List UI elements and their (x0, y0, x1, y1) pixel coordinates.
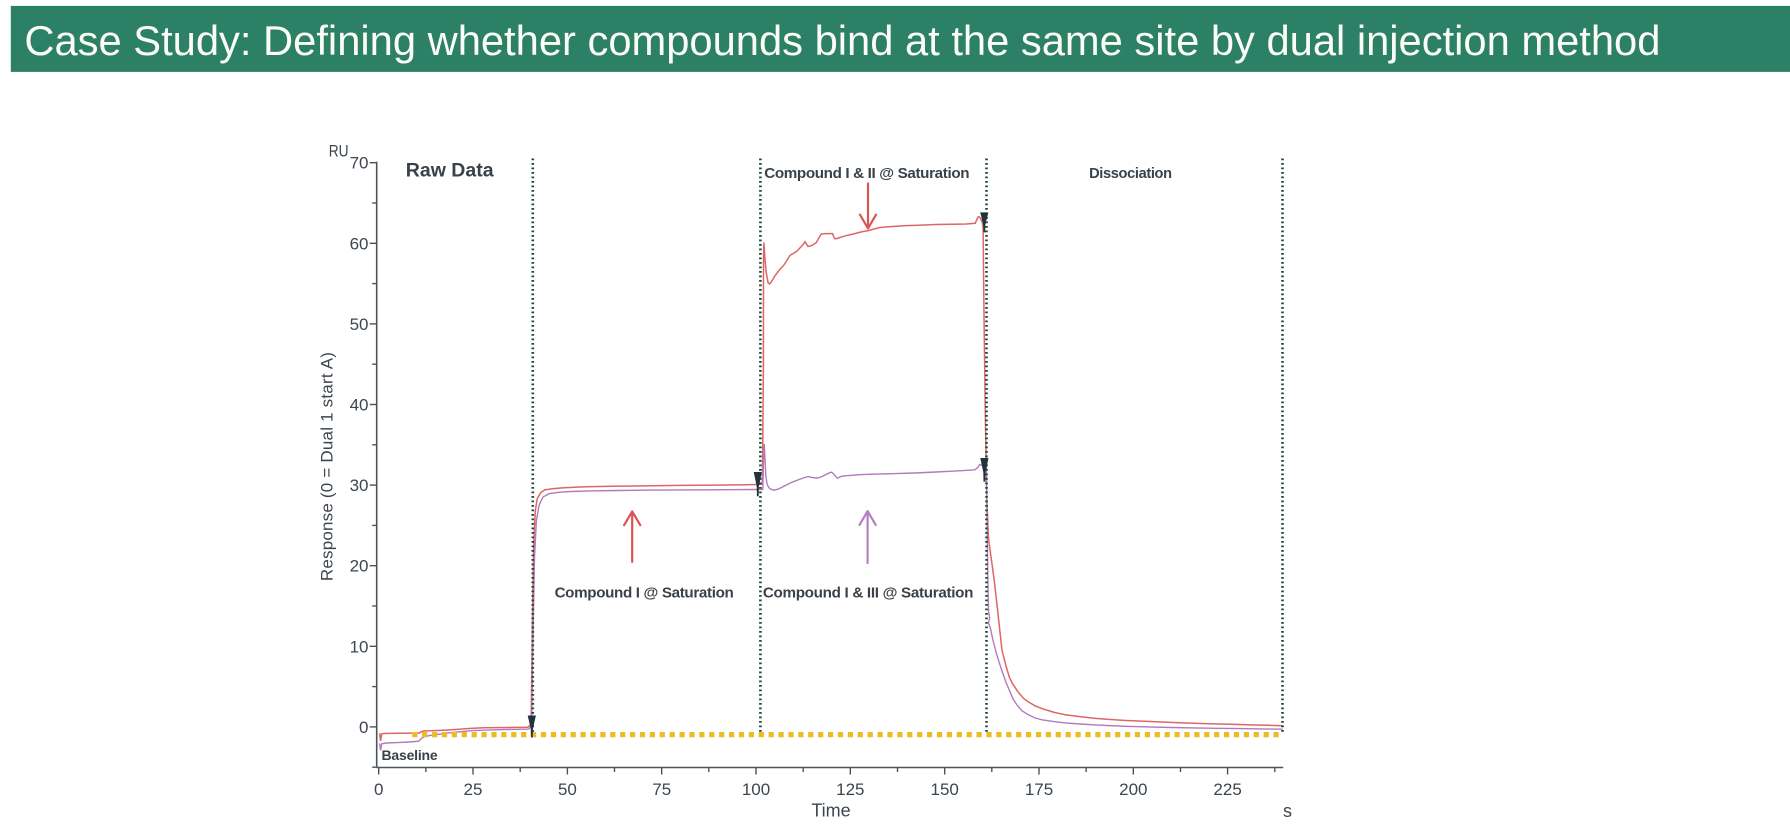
svg-text:100: 100 (742, 780, 770, 799)
svg-text:20: 20 (350, 557, 369, 576)
svg-text:150: 150 (931, 780, 959, 799)
svg-text:Dissociation: Dissociation (1089, 166, 1172, 182)
svg-text:Case Study: Defining whether c: Case Study: Defining whether compounds b… (24, 17, 1660, 64)
svg-text:50: 50 (350, 315, 369, 334)
svg-text:s: s (1283, 801, 1292, 821)
svg-text:Compound I @ Saturation: Compound I @ Saturation (555, 585, 734, 602)
svg-text:225: 225 (1213, 780, 1241, 799)
svg-text:Compound I & III @ Saturation: Compound I & III @ Saturation (763, 585, 973, 602)
svg-text:50: 50 (558, 780, 577, 799)
svg-text:40: 40 (350, 396, 369, 415)
svg-text:0: 0 (359, 718, 368, 737)
svg-text:30: 30 (350, 476, 369, 495)
svg-text:60: 60 (350, 234, 369, 253)
svg-text:70: 70 (350, 154, 369, 173)
svg-text:125: 125 (836, 780, 864, 799)
svg-text:25: 25 (464, 780, 483, 799)
svg-text:Response (0 = Dual 1 start A): Response (0 = Dual 1 start A) (318, 352, 337, 581)
svg-text:RU: RU (329, 142, 349, 161)
svg-text:175: 175 (1025, 780, 1053, 799)
svg-text:75: 75 (652, 780, 671, 799)
svg-text:Compound I & II @ Saturation: Compound I & II @ Saturation (764, 165, 969, 182)
svg-text:Baseline: Baseline (382, 747, 438, 763)
svg-text:200: 200 (1119, 780, 1147, 799)
svg-text:Raw Data: Raw Data (406, 160, 494, 182)
svg-text:0: 0 (374, 780, 383, 799)
svg-text:10: 10 (350, 637, 369, 656)
svg-text:Time: Time (811, 801, 850, 821)
